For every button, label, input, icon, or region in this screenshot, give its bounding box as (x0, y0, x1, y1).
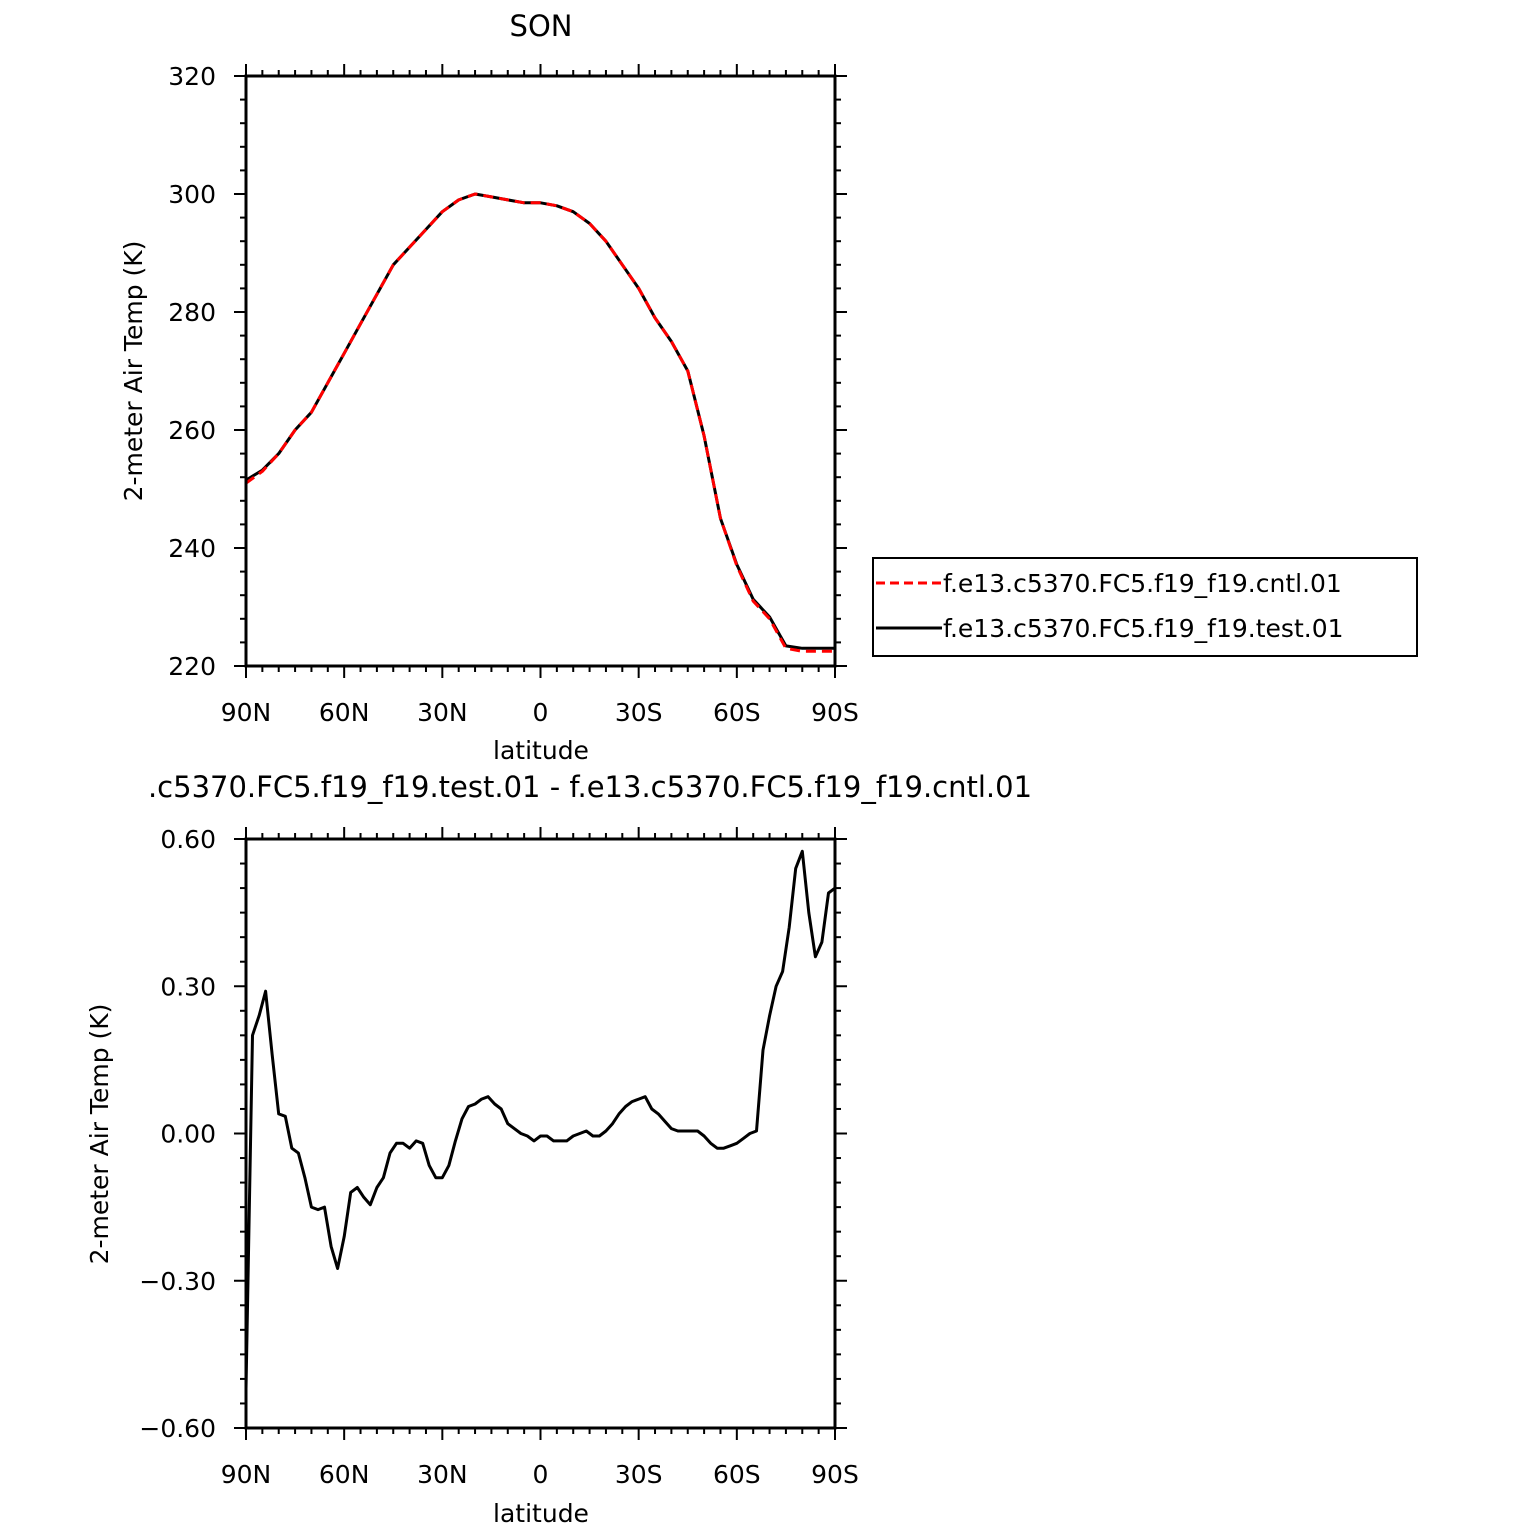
legend-label-cntl: f.e13.c5370.FC5.f19_f19.cntl.01 (943, 569, 1342, 598)
axes-frame-top (234, 64, 847, 678)
axes-frame-bottom (234, 827, 847, 1440)
x-tick-label: 30S (615, 1460, 663, 1489)
y-axis-label-bottom: 2-meter Air Temp (K) (85, 1004, 114, 1265)
difference-panel: .c5370.FC5.f19_f19.test.01 - f.e13.c5370… (85, 770, 1032, 1528)
y-tick-label: 280 (168, 298, 216, 327)
x-tick-label: 90N (221, 1460, 272, 1489)
x-tick-label: 60N (319, 1460, 370, 1489)
y-tick-label: 0.00 (160, 1120, 216, 1149)
y-tick-label: −0.30 (139, 1267, 216, 1296)
series-line-test (245, 192, 835, 650)
x-axis-label-top: latitude (493, 736, 589, 765)
legend: f.e13.c5370.FC5.f19_f19.cntl.01 f.e13.c5… (872, 557, 1418, 657)
x-tick-label: 30N (417, 1460, 468, 1489)
y-tick-label: 320 (168, 62, 216, 91)
temperature-panel: SON 2-meter Air Temp (K) latitude 90N 60N… (119, 9, 1418, 765)
x-tick-label: 60N (319, 698, 370, 727)
panel-title-difference: .c5370.FC5.f19_f19.test.01 - f.e13.c5370… (148, 770, 1032, 804)
y-tick-label: 300 (168, 180, 216, 209)
x-tick-label: 90S (811, 698, 859, 727)
axes-frame (244, 837, 837, 1430)
y-tick-label: 240 (168, 534, 216, 563)
legend-box (872, 557, 1418, 657)
x-axis-label-bottom: latitude (493, 1499, 589, 1528)
x-tick-label: 0 (533, 1460, 549, 1489)
series-line-difference (244, 849, 836, 1389)
series-lines-top (245, 192, 835, 653)
panel-title-son: SON (510, 9, 573, 43)
x-tick-label: 60S (713, 698, 761, 727)
series-line-cntl (245, 192, 835, 653)
tick-labels-top: 90N 60N 30N 0 30S 60S 90S 220 240 260 280 300 320 (168, 62, 859, 727)
x-tick-label: 90S (811, 1460, 859, 1489)
x-tick-label: 0 (533, 698, 549, 727)
y-tick-label: −0.60 (139, 1414, 216, 1443)
legend-label-test: f.e13.c5370.FC5.f19_f19.test.01 (943, 614, 1344, 643)
x-tick-label: 30S (615, 698, 663, 727)
x-tick-label: 30N (417, 698, 468, 727)
y-tick-label: 0.60 (160, 825, 216, 854)
x-tick-label: 60S (713, 1460, 761, 1489)
series-lines-bottom (244, 849, 836, 1389)
y-axis-label-top: 2-meter Air Temp (K) (119, 241, 148, 502)
x-tick-label: 90N (221, 698, 272, 727)
y-tick-label: 220 (168, 652, 216, 681)
y-tick-label: 260 (168, 416, 216, 445)
tick-labels-bottom: 90N 60N 30N 0 30S 60S 90S 0.60 0.30 0.00 −0.30 −0.6… (139, 825, 858, 1489)
y-tick-label: 0.30 (160, 972, 216, 1001)
